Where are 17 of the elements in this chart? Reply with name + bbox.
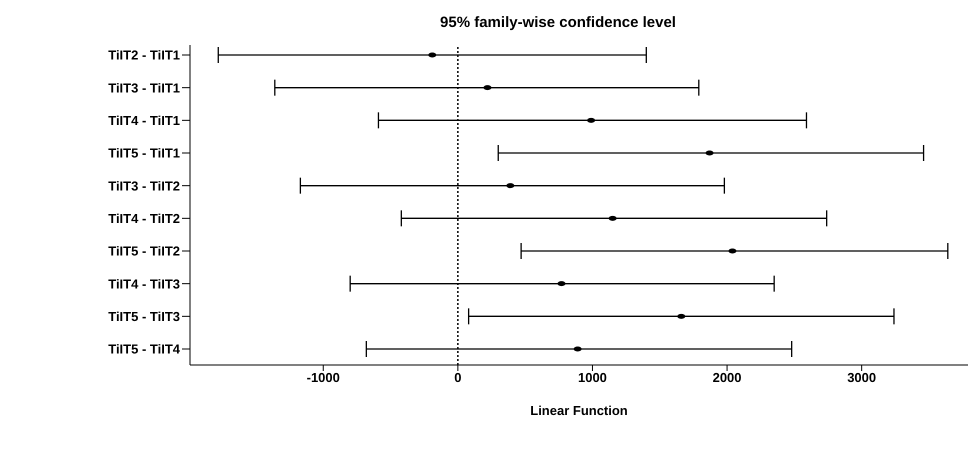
y-tick-label: TiIT5 - TiIT4 bbox=[108, 342, 181, 357]
x-tick-label: 2000 bbox=[712, 370, 742, 386]
y-tick-label: TiIT4 - TiIT1 bbox=[108, 112, 180, 128]
y-tick-label: TiIT5 - TiIT1 bbox=[108, 146, 180, 161]
y-tick-label: TiIT3 - TiIT1 bbox=[108, 80, 180, 96]
y-tick-label: TiIT4 - TiIT2 bbox=[108, 210, 180, 226]
x-tick-label: 3000 bbox=[847, 370, 876, 386]
y-tick-label: TiIT3 - TiIT2 bbox=[108, 178, 180, 194]
y-tick-label: TiIT2 - TiIT1 bbox=[108, 48, 180, 63]
chart-title: 95% family-wise confidence level bbox=[439, 14, 677, 31]
y-tick-label: TiIT5 - TiIT3 bbox=[108, 308, 180, 324]
x-tick-label: 1000 bbox=[578, 370, 607, 386]
y-tick-label: TiIT5 - TiIT2 bbox=[108, 244, 180, 259]
x-tick-label: 0 bbox=[454, 370, 462, 386]
x-tick-label: -1000 bbox=[306, 370, 340, 386]
x-axis-title: Linear Function bbox=[530, 403, 628, 418]
y-tick-label: TiIT4 - TiIT3 bbox=[108, 276, 180, 292]
